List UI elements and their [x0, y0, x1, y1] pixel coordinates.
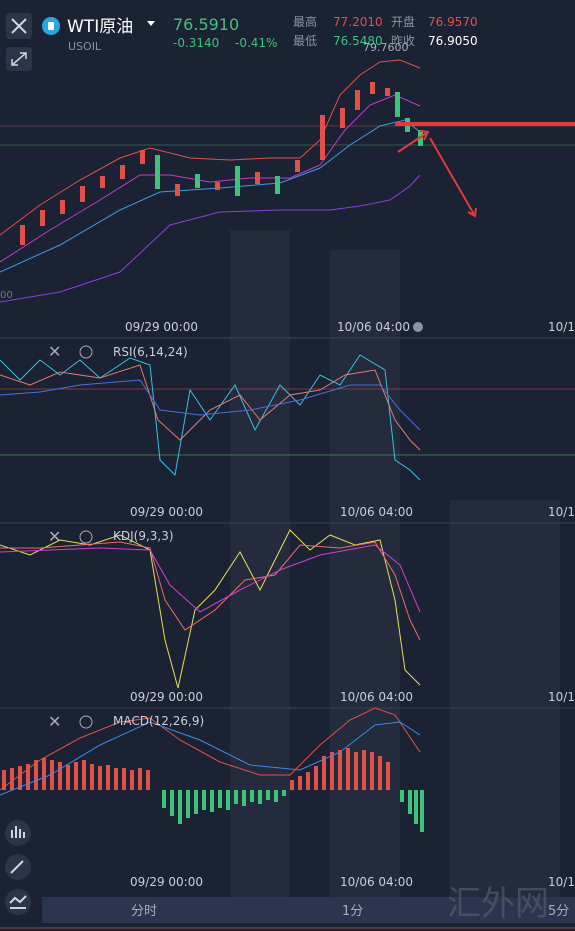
stat-value: 76.5480 — [333, 34, 383, 48]
settings-icon[interactable] — [79, 345, 93, 359]
annotation-arrow — [429, 137, 477, 218]
change: -0.3140 — [173, 36, 219, 50]
rsi-line — [0, 379, 421, 431]
change-pct: -0.41% — [235, 36, 277, 50]
symbol[interactable]: WTI原油 — [67, 17, 133, 37]
rsi-line — [0, 354, 421, 481]
panel-title: KDJ(9,3,3) — [113, 529, 174, 543]
time-label: 09/29 00:00 — [130, 690, 203, 704]
stat-label: 最低 — [293, 34, 317, 48]
band-lower — [0, 174, 421, 303]
settings-icon[interactable] — [79, 530, 93, 544]
time-label: 10/06 04:00 — [340, 505, 413, 519]
price: 76.5910 — [173, 15, 239, 34]
band-mid — [0, 94, 421, 263]
panel-title: RSI(6,14,24) — [113, 345, 188, 359]
tab[interactable]: 1分 — [342, 904, 363, 919]
macd-hist — [2, 748, 390, 790]
stat-label: 开盘 — [391, 14, 415, 29]
kdj-line — [0, 529, 421, 689]
stat-value: 77.2010 — [333, 15, 383, 29]
annotation-arrow — [397, 130, 430, 153]
time-label: 10/06 04:00 — [340, 690, 413, 704]
time-label: 10/1 — [548, 690, 575, 704]
time-label: 10/1 — [548, 505, 575, 519]
band-upper — [0, 59, 421, 236]
tool-button[interactable] — [5, 820, 31, 846]
watermark: 汇外网 — [447, 884, 549, 924]
max-label: 79.7600 — [363, 41, 409, 54]
code: USOIL — [68, 40, 102, 53]
close-icon[interactable]: ✕ — [48, 527, 61, 546]
signal-line — [0, 721, 421, 796]
time-label: 10/1 — [548, 320, 575, 334]
symbol-icon-inner — [48, 22, 54, 30]
macd-line — [0, 707, 421, 791]
time-label: 10/1 — [548, 875, 575, 889]
close-icon[interactable]: ✕ — [48, 712, 61, 731]
time-label: 10/06 04:00 — [340, 875, 413, 889]
time-label: 09/29 00:00 — [130, 875, 203, 889]
expand-icon — [11, 52, 27, 66]
tool-button[interactable] — [5, 889, 31, 915]
time-label: 09/29 00:00 — [130, 505, 203, 519]
stat-value: 76.9050 — [428, 34, 478, 48]
settings-icon[interactable] — [79, 715, 93, 729]
macd-hist — [162, 790, 424, 832]
left-label: 00 — [0, 290, 13, 301]
time-label: 09/29 00:00 — [125, 320, 198, 334]
time-label: 10/06 04:00 — [337, 320, 410, 334]
tool-icons — [9, 826, 27, 909]
stat-label: 最高 — [293, 14, 317, 29]
dropdown[interactable] — [147, 21, 155, 26]
stat-value: 76.9570 — [428, 15, 478, 29]
kdj-line — [0, 544, 421, 613]
tab-bar — [42, 897, 575, 923]
tab[interactable]: 分时 — [131, 904, 157, 919]
cursor-dot[interactable] — [413, 322, 423, 332]
close-icon[interactable]: ✕ — [48, 342, 61, 361]
stat-label: 昨收 — [391, 34, 415, 48]
close-icon — [11, 18, 27, 34]
tab[interactable]: 5分 — [548, 904, 569, 919]
panel-title: MACD(12,26,9) — [113, 714, 204, 728]
